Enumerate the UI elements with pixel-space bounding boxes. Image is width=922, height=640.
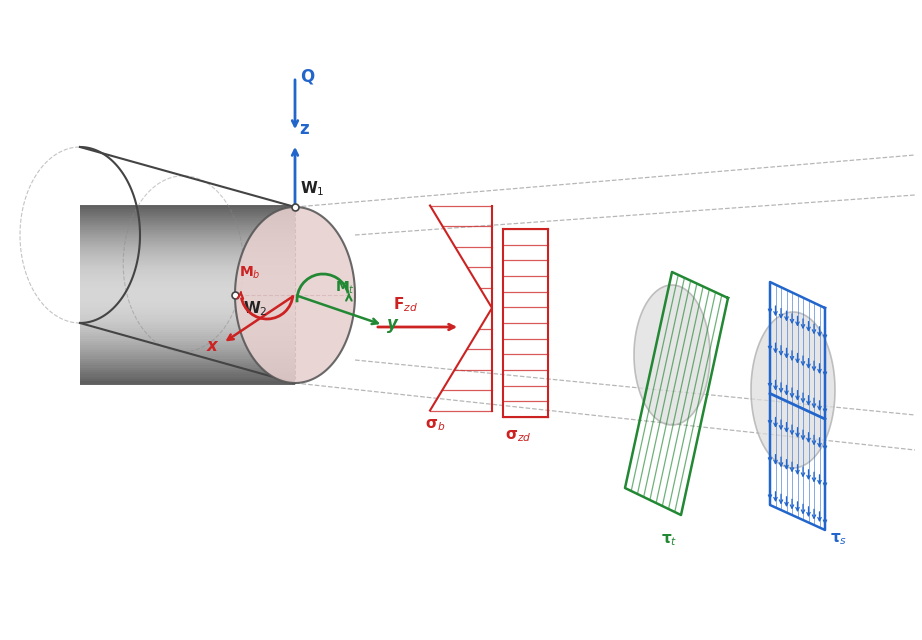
Text: τ$_s$: τ$_s$ [830, 531, 847, 547]
Text: Q: Q [300, 68, 314, 86]
Text: τ$_t$: τ$_t$ [661, 532, 678, 548]
Text: W$_2$: W$_2$ [243, 299, 267, 317]
Text: x: x [207, 337, 218, 355]
Text: z: z [299, 120, 309, 138]
Text: y: y [387, 315, 398, 333]
Text: W$_1$: W$_1$ [300, 179, 325, 198]
Text: F$_{zd}$: F$_{zd}$ [393, 295, 418, 314]
Polygon shape [235, 207, 355, 383]
Polygon shape [751, 312, 835, 468]
Text: σ$_b$: σ$_b$ [425, 417, 445, 433]
Text: σ$_{zd}$: σ$_{zd}$ [505, 428, 531, 444]
Text: M$_b$: M$_b$ [239, 265, 261, 282]
Text: M$_t$: M$_t$ [335, 280, 355, 296]
Polygon shape [634, 285, 710, 425]
